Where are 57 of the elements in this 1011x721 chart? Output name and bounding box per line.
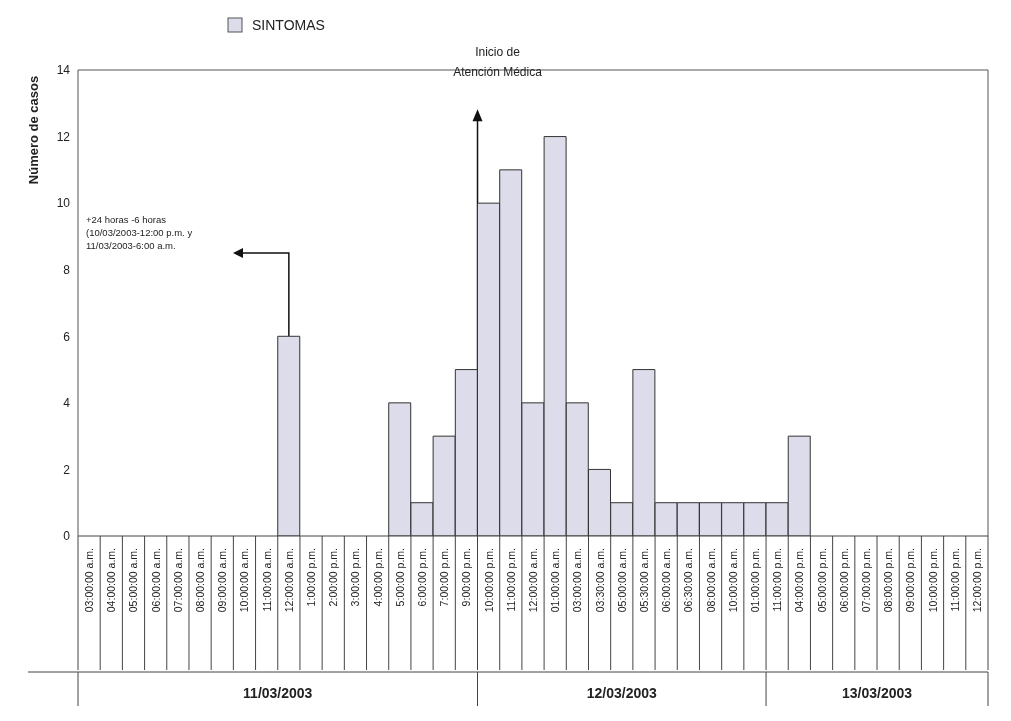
x-tick-label: 09:00:00 a.m. — [216, 548, 229, 613]
x-tick-label: 08:00:00 a.m. — [194, 548, 207, 613]
y-tick-label: 12 — [56, 129, 71, 144]
x-tick-label: 05:00:00 a.m. — [615, 548, 628, 613]
x-tick-label: 12:00:00 p.m. — [970, 548, 983, 613]
x-tick-label: 5:00:00 p.m. — [393, 548, 406, 607]
x-tick-label: 03:00:00 a.m. — [571, 548, 584, 613]
y-tick-label: 14 — [56, 63, 71, 78]
y-tick-label: 0 — [63, 529, 71, 544]
x-tick-label: 06:00:00 a.m. — [660, 548, 673, 613]
x-tick-label: 05:00:00 p.m. — [815, 548, 828, 613]
x-tick-label: 03:30:00 a.m. — [593, 548, 606, 613]
x-tick-label: 10:00:00 a.m. — [726, 548, 739, 613]
legend-label: SINTOMAS — [252, 17, 325, 33]
x-tick-label: 1:00:00 p.m. — [305, 548, 318, 607]
x-tick-label: 06:00:00 p.m. — [837, 548, 850, 613]
x-tick-label: 07:00:00 a.m. — [171, 548, 184, 613]
y-tick-label: 10 — [56, 196, 71, 211]
x-tick-label: 06:30:00 a.m. — [682, 548, 695, 613]
x-tick-label: 03:00:00 a.m. — [83, 548, 96, 613]
x-tick-label: 11:00:00 p.m. — [504, 548, 517, 612]
x-tick-label: 11:00:00 p.m. — [771, 548, 784, 612]
x-tick-label: 9:00:00 p.m. — [460, 548, 473, 607]
y-axis-title: Número de casos — [26, 75, 41, 185]
x-tick-label: 12:00:00 a.m. — [527, 548, 539, 613]
x-tick-label: 07:00:00 p.m. — [859, 548, 872, 613]
x-tick-label: 4:00:00 p.m. — [371, 548, 384, 607]
y-tick-label: 4 — [63, 396, 71, 411]
text: 12/03/2003 — [586, 685, 658, 701]
x-tick-label: 01:00:00 p.m. — [748, 548, 761, 613]
x-tick-label: 3:00:00 p.m. — [349, 548, 362, 607]
y-tick-label: 8 — [63, 262, 71, 277]
x-tick-label: 08:00:00 a.m. — [704, 548, 717, 613]
y-tick-label: 2 — [63, 462, 71, 477]
annotation: +24 horas -6 horas (10/03/2003-12:00 p.m. y 11/03/2003-6:00 a.m. — [86, 214, 193, 252]
x-tick-label: 10:00:00 p.m. — [926, 548, 939, 613]
x-tick-label: 05:30:00 a.m. — [637, 548, 650, 613]
bar — [277, 335, 301, 536]
annotation: Inicio de Atención Médica — [453, 45, 543, 79]
x-tick-label: 10:00:00 p.m. — [482, 548, 495, 613]
x-tick-label: 2:00:00 p.m. — [327, 548, 340, 607]
x-tick-label: 11:00:00 p.m. — [948, 548, 961, 612]
x-tick-label: 7:00:00 p.m. — [438, 548, 451, 607]
text: 11/03/2003 — [243, 685, 313, 701]
y-tick-label: 6 — [63, 329, 71, 344]
x-tick-label: 05:00:00 a.m. — [127, 548, 140, 613]
x-tick-label: 04:00:00 p.m. — [793, 548, 806, 613]
x-tick-label: 06:00:00 a.m. — [149, 548, 162, 613]
x-tick-label: 11:00:00 a.m. — [260, 548, 273, 612]
x-tick-label: 08:00:00 p.m. — [882, 548, 895, 613]
x-tick-label: 09:00:00 p.m. — [904, 548, 917, 613]
x-tick-label: 12:00:00 a.m. — [282, 548, 295, 613]
x-tick-label: 01:00:00 a.m. — [549, 548, 562, 613]
x-tick-label: 6:00:00 p.m. — [416, 548, 429, 607]
x-tick-label: 04:00:00 a.m. — [105, 548, 118, 613]
text: 13/03/2003 — [841, 685, 913, 701]
x-tick-label: 10:00:00 a.m. — [238, 548, 251, 613]
